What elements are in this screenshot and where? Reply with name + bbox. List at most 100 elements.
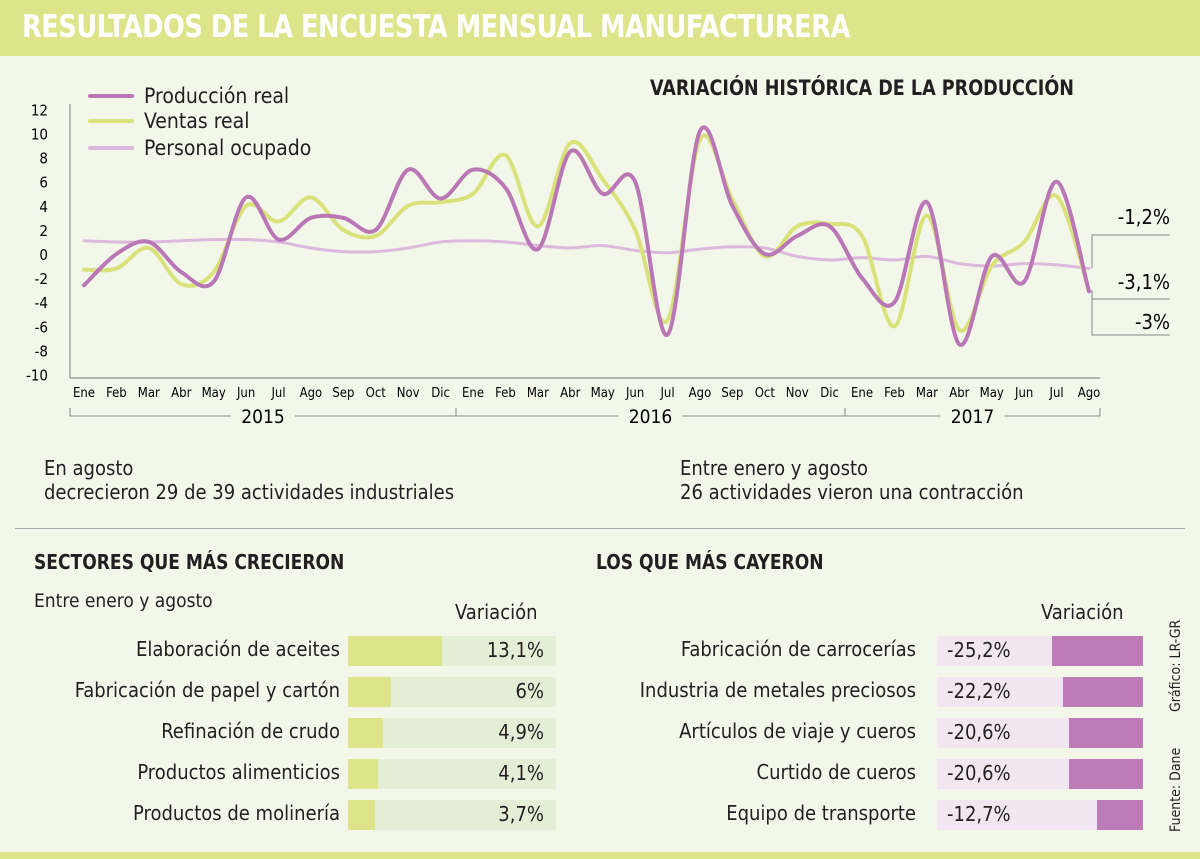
grew-subtitle: Entre enero y agosto	[34, 590, 213, 612]
x-tick-label: Sep	[332, 386, 354, 401]
sector-label: Artículos de viaje y cueros	[679, 719, 916, 743]
variation-bar: -20,6%	[937, 718, 1143, 748]
variation-value: -22,2%	[947, 679, 1011, 703]
sector-label: Productos alimenticios	[137, 760, 340, 784]
sector-label: Fabricación de carrocerías	[680, 637, 916, 661]
variation-bar-fill	[348, 800, 375, 830]
x-tick-label: Sep	[721, 386, 743, 401]
x-tick-label: Feb	[884, 386, 905, 401]
variation-bar-fill	[1063, 677, 1143, 707]
series-line-ventas-real	[82, 133, 1091, 333]
legend-item-employment: Personal ocupado	[88, 136, 311, 160]
y-tick-label: -2	[35, 270, 48, 288]
variation-bar-fill	[1068, 718, 1143, 748]
variation-value: -12,7%	[947, 802, 1011, 826]
year-label-bg	[618, 406, 683, 426]
note-jan-aug: Entre enero y agosto 26 actividades vier…	[680, 456, 1024, 504]
legend-swatch	[88, 119, 134, 123]
x-tick-label: Dic	[431, 386, 450, 401]
y-tick-label: 0	[39, 246, 48, 264]
variation-bar-fill	[348, 677, 392, 707]
year-label: 2015	[241, 406, 285, 428]
y-tick-label: -6	[35, 318, 48, 336]
variation-bar-fill	[1097, 800, 1143, 830]
y-tick-label: 2	[39, 222, 48, 240]
x-tick-label: Jul	[659, 386, 674, 401]
legend-item-production: Producción real	[88, 84, 289, 108]
y-tick-label: 6	[39, 174, 48, 192]
year-label: 2016	[629, 406, 673, 428]
x-tick-label: Mar	[527, 386, 549, 401]
x-tick-label: Oct	[755, 386, 776, 401]
sector-label: Fabricación de papel y cartón	[74, 678, 340, 702]
variation-value: -20,6%	[947, 720, 1011, 744]
sector-label: Productos de molinería	[133, 801, 340, 825]
variation-bar: -25,2%	[937, 636, 1143, 666]
x-tick-label: Ago	[300, 386, 323, 401]
x-tick-label: Nov	[786, 386, 809, 401]
end-value-label: -3%	[1135, 310, 1170, 334]
variation-bar-fill	[1052, 636, 1143, 666]
y-tick-label: 8	[39, 150, 48, 168]
y-tick-label: -8	[35, 342, 48, 360]
y-tick-label: 10	[31, 126, 48, 144]
x-tick-label: Ago	[1078, 386, 1101, 401]
sector-label: Elaboración de aceites	[136, 637, 340, 661]
y-tick-label: -4	[35, 294, 48, 312]
x-tick-label: Jul	[270, 386, 285, 401]
legend-label: Personal ocupado	[144, 136, 312, 160]
grew-header: Variación	[455, 600, 538, 624]
end-value-label: -1,2%	[1118, 205, 1170, 229]
variation-bar: -22,2%	[937, 677, 1143, 707]
variation-value: -20,6%	[947, 761, 1011, 785]
year-label-bg	[231, 406, 295, 426]
footer-band	[0, 852, 1200, 859]
legend-label: Producción real	[144, 84, 290, 108]
x-tick-label: Mar	[916, 386, 938, 401]
source-credit: Fuente: Dane	[1168, 747, 1184, 832]
grew-title: SECTORES QUE MÁS CRECIERON	[34, 550, 345, 574]
variation-bar: 6%	[348, 677, 556, 707]
y-tick-label: 12	[31, 101, 48, 119]
x-tick-label: May	[980, 386, 1004, 401]
x-tick-label: Abr	[560, 386, 580, 401]
x-tick-label: Mar	[138, 386, 160, 401]
page-title: RESULTADOS DE LA ENCUESTA MENSUAL MANUFA…	[22, 9, 850, 45]
x-tick-label: Jun	[236, 386, 255, 401]
note-august: En agosto decrecieron 29 de 39 actividad…	[44, 456, 454, 504]
variation-value: 6%	[515, 679, 544, 703]
x-tick-label: May	[202, 386, 226, 401]
variation-bar: -12,7%	[937, 800, 1143, 830]
year-label-bg	[940, 406, 1005, 426]
variation-bar-fill	[348, 636, 443, 666]
note-text: decrecieron 29 de 39 actividades industr…	[44, 480, 455, 504]
series-line-personal-ocupado	[82, 237, 1091, 270]
variation-bar: 4,1%	[348, 759, 556, 789]
note-text: 26 actividades vieron una contracción	[680, 480, 1024, 504]
variation-bar-fill	[1068, 759, 1143, 789]
legend-label: Ventas real	[144, 109, 250, 133]
variation-value: 3,7%	[498, 802, 544, 826]
x-tick-label: Jul	[1049, 386, 1064, 401]
annotation-leader	[1091, 234, 1170, 269]
variation-bar: 4,9%	[348, 718, 556, 748]
series-line-producción-real	[82, 125, 1091, 347]
legend-swatch	[88, 94, 134, 98]
variation-bar: -20,6%	[937, 759, 1143, 789]
variation-bar-fill	[348, 718, 384, 748]
y-tick-label: 4	[39, 198, 48, 216]
note-title: En agosto	[44, 456, 134, 480]
x-tick-label: Dic	[820, 386, 839, 401]
annotation-leader	[1091, 290, 1170, 336]
x-tick-label: Oct	[366, 386, 387, 401]
variation-bar: 13,1%	[348, 636, 556, 666]
x-tick-label: Ago	[689, 386, 712, 401]
x-tick-label: Jun	[625, 386, 644, 401]
x-tick-label: Ene	[851, 386, 873, 401]
variation-bar-fill	[348, 759, 378, 789]
x-tick-label: Ene	[462, 386, 484, 401]
legend-item-sales: Ventas real	[88, 109, 249, 133]
x-tick-label: Feb	[495, 386, 516, 401]
header-banner: RESULTADOS DE LA ENCUESTA MENSUAL MANUFA…	[0, 0, 1200, 56]
x-tick-label: Jun	[1014, 386, 1033, 401]
